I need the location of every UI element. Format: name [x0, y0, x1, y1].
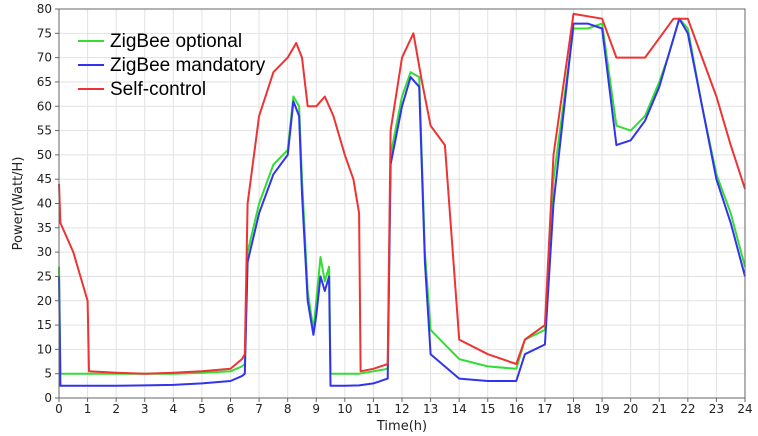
x-tick-labels: 0 1 2 3 4 5 6 7 8 9 10 11 12 13 14 15 16 17 18 19 20 21 22 23 24: [55, 398, 753, 416]
y-axis-title: Power(Watt/H): [11, 157, 26, 251]
x-tick-label: 22: [680, 402, 695, 416]
y-tick-label: 40: [37, 197, 52, 211]
y-tick-label: 80: [37, 2, 52, 16]
series-line-zigbee-mandatory: [58, 17, 746, 387]
x-tick-label: 2: [112, 402, 120, 416]
y-tick-label: 5: [44, 367, 52, 381]
y-tick-label: 55: [37, 124, 52, 138]
x-tick-label: 12: [394, 402, 409, 416]
x-tick-label: 11: [366, 402, 381, 416]
x-tick-label: 5: [198, 402, 206, 416]
x-tick-label: 13: [423, 402, 438, 416]
x-tick-label: 9: [312, 402, 320, 416]
x-tick-label: 1: [84, 402, 92, 416]
x-tick-label: 16: [509, 402, 524, 416]
y-tick-label: 10: [37, 342, 52, 356]
x-tick-label: 18: [566, 402, 581, 416]
x-tick-label: 4: [170, 402, 178, 416]
x-tick-label: 21: [652, 402, 667, 416]
x-tick-label: 6: [227, 402, 235, 416]
y-tick-label: 75: [37, 26, 52, 40]
y-tick-label: 15: [37, 318, 52, 332]
y-tick-label: 45: [37, 172, 52, 186]
y-tick-label: 65: [37, 75, 52, 89]
y-tick-label: 35: [37, 221, 52, 235]
x-tick-label: 19: [594, 402, 609, 416]
x-tick-label: 7: [255, 402, 263, 416]
y-tick-labels: 0 5 10 15 20 25 30 35 40 45 50 55 60 65 70 75 80: [37, 2, 59, 405]
x-tick-label: 14: [452, 402, 467, 416]
y-tick-label: 50: [37, 148, 52, 162]
y-tick-label: 25: [37, 269, 52, 283]
x-tick-label: 10: [337, 402, 352, 416]
x-tick-label: 15: [480, 402, 495, 416]
y-tick-label: 20: [37, 294, 52, 308]
y-tick-label: 0: [44, 391, 52, 405]
series-layer: [58, 12, 746, 387]
y-tick-label: 70: [37, 51, 52, 65]
x-tick-label: 17: [537, 402, 552, 416]
x-axis-title: Time(h): [376, 419, 427, 434]
x-tick-label: 0: [55, 402, 63, 416]
x-tick-label: 24: [737, 402, 752, 416]
legend-label: ZigBee mandatory: [110, 55, 266, 76]
y-tick-label: 30: [37, 245, 52, 259]
grid: [58, 8, 746, 399]
x-tick-label: 8: [284, 402, 292, 416]
series-line-self-control: [58, 12, 746, 375]
x-tick-label: 20: [623, 402, 638, 416]
x-tick-label: 23: [709, 402, 724, 416]
legend-label: ZigBee optional: [110, 31, 242, 52]
legend-label: Self-control: [110, 79, 206, 100]
legend: ZigBee optional ZigBee mandatory Self-cont…: [78, 31, 266, 100]
y-tick-label: 60: [37, 99, 52, 113]
x-tick-label: 3: [141, 402, 149, 416]
